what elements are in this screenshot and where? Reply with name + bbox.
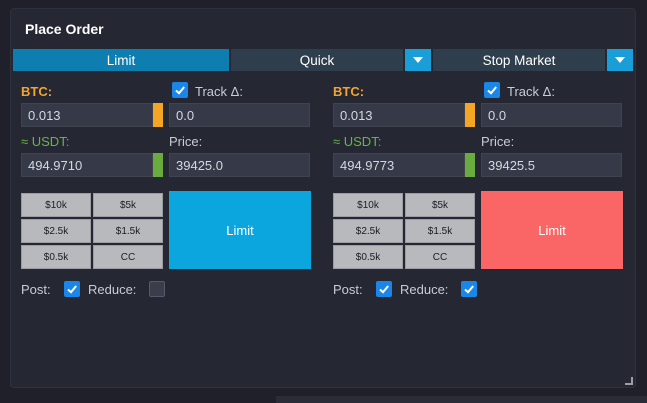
reduce-label: Reduce: — [400, 282, 449, 297]
check-icon — [464, 285, 474, 294]
quick-0-5k-button[interactable]: $0.5k — [21, 245, 91, 269]
btc-color-marker — [465, 103, 475, 127]
post-label: Post: — [21, 282, 51, 297]
reduce-label: Reduce: — [88, 282, 137, 297]
price-input[interactable]: 39425.5 — [481, 153, 622, 177]
btc-label: BTC: — [333, 84, 365, 99]
track-label: Track Δ: — [195, 84, 243, 99]
track-delta-input[interactable]: 0.0 — [481, 103, 622, 127]
track-label: Track Δ: — [507, 84, 555, 99]
check-icon — [175, 86, 185, 95]
usdt-label: ≈ USDT: — [333, 134, 382, 149]
chevron-down-icon — [413, 57, 423, 63]
quick-dropdown-button[interactable] — [405, 49, 431, 71]
quick-1-5k-button[interactable]: $1.5k — [93, 219, 163, 243]
price-label: Price: — [481, 134, 515, 149]
tab-limit[interactable]: Limit — [13, 49, 229, 71]
btc-color-marker — [153, 103, 163, 127]
price-input[interactable]: 39425.0 — [169, 153, 310, 177]
usdt-amount-input[interactable]: 494.9773 — [333, 153, 465, 177]
btc-amount-input[interactable]: 0.013 — [21, 103, 153, 127]
track-checkbox[interactable] — [172, 82, 188, 98]
clear-button[interactable]: CC — [93, 245, 163, 269]
quick-2-5k-button[interactable]: $2.5k — [21, 219, 91, 243]
panel-title: Place Order — [25, 21, 104, 37]
quick-2-5k-button[interactable]: $2.5k — [333, 219, 403, 243]
price-label: Price: — [169, 134, 203, 149]
stop-market-dropdown-button[interactable] — [607, 49, 633, 71]
sell-column: BTC: Track Δ: 0.013 0.0 ≈ USDT: Price: 4… — [333, 81, 633, 311]
reduce-checkbox[interactable] — [461, 281, 477, 297]
quick-amount-grid: $10k $5k $2.5k $1.5k $0.5k CC — [333, 193, 475, 269]
tab-stop-market[interactable]: Stop Market — [433, 49, 605, 71]
track-delta-input[interactable]: 0.0 — [169, 103, 310, 127]
quick-0-5k-button[interactable]: $0.5k — [333, 245, 403, 269]
post-checkbox[interactable] — [376, 281, 392, 297]
background-panel-edge — [276, 396, 647, 403]
quick-amount-grid: $10k $5k $2.5k $1.5k $0.5k CC — [21, 193, 163, 269]
place-order-panel: Place Order Limit Quick Stop Market BTC:… — [10, 8, 636, 388]
check-icon — [67, 285, 77, 294]
btc-amount-input[interactable]: 0.013 — [333, 103, 465, 127]
usdt-color-marker — [153, 153, 163, 177]
usdt-label: ≈ USDT: — [21, 134, 70, 149]
sell-limit-button[interactable]: Limit — [481, 191, 623, 269]
check-icon — [487, 86, 497, 95]
quick-10k-button[interactable]: $10k — [333, 193, 403, 217]
reduce-checkbox[interactable] — [149, 281, 165, 297]
buy-limit-button[interactable]: Limit — [169, 191, 311, 269]
resize-handle[interactable] — [625, 377, 633, 385]
tab-quick[interactable]: Quick — [231, 49, 403, 71]
buy-column: BTC: Track Δ: 0.013 0.0 ≈ USDT: Price: 4… — [21, 81, 321, 311]
usdt-color-marker — [465, 153, 475, 177]
track-checkbox[interactable] — [484, 82, 500, 98]
usdt-amount-input[interactable]: 494.9710 — [21, 153, 153, 177]
quick-10k-button[interactable]: $10k — [21, 193, 91, 217]
btc-label: BTC: — [21, 84, 53, 99]
post-checkbox[interactable] — [64, 281, 80, 297]
quick-5k-button[interactable]: $5k — [93, 193, 163, 217]
check-icon — [379, 285, 389, 294]
clear-button[interactable]: CC — [405, 245, 475, 269]
quick-1-5k-button[interactable]: $1.5k — [405, 219, 475, 243]
quick-5k-button[interactable]: $5k — [405, 193, 475, 217]
order-type-tabs: Limit Quick Stop Market — [13, 49, 633, 71]
post-label: Post: — [333, 282, 363, 297]
chevron-down-icon — [615, 57, 625, 63]
